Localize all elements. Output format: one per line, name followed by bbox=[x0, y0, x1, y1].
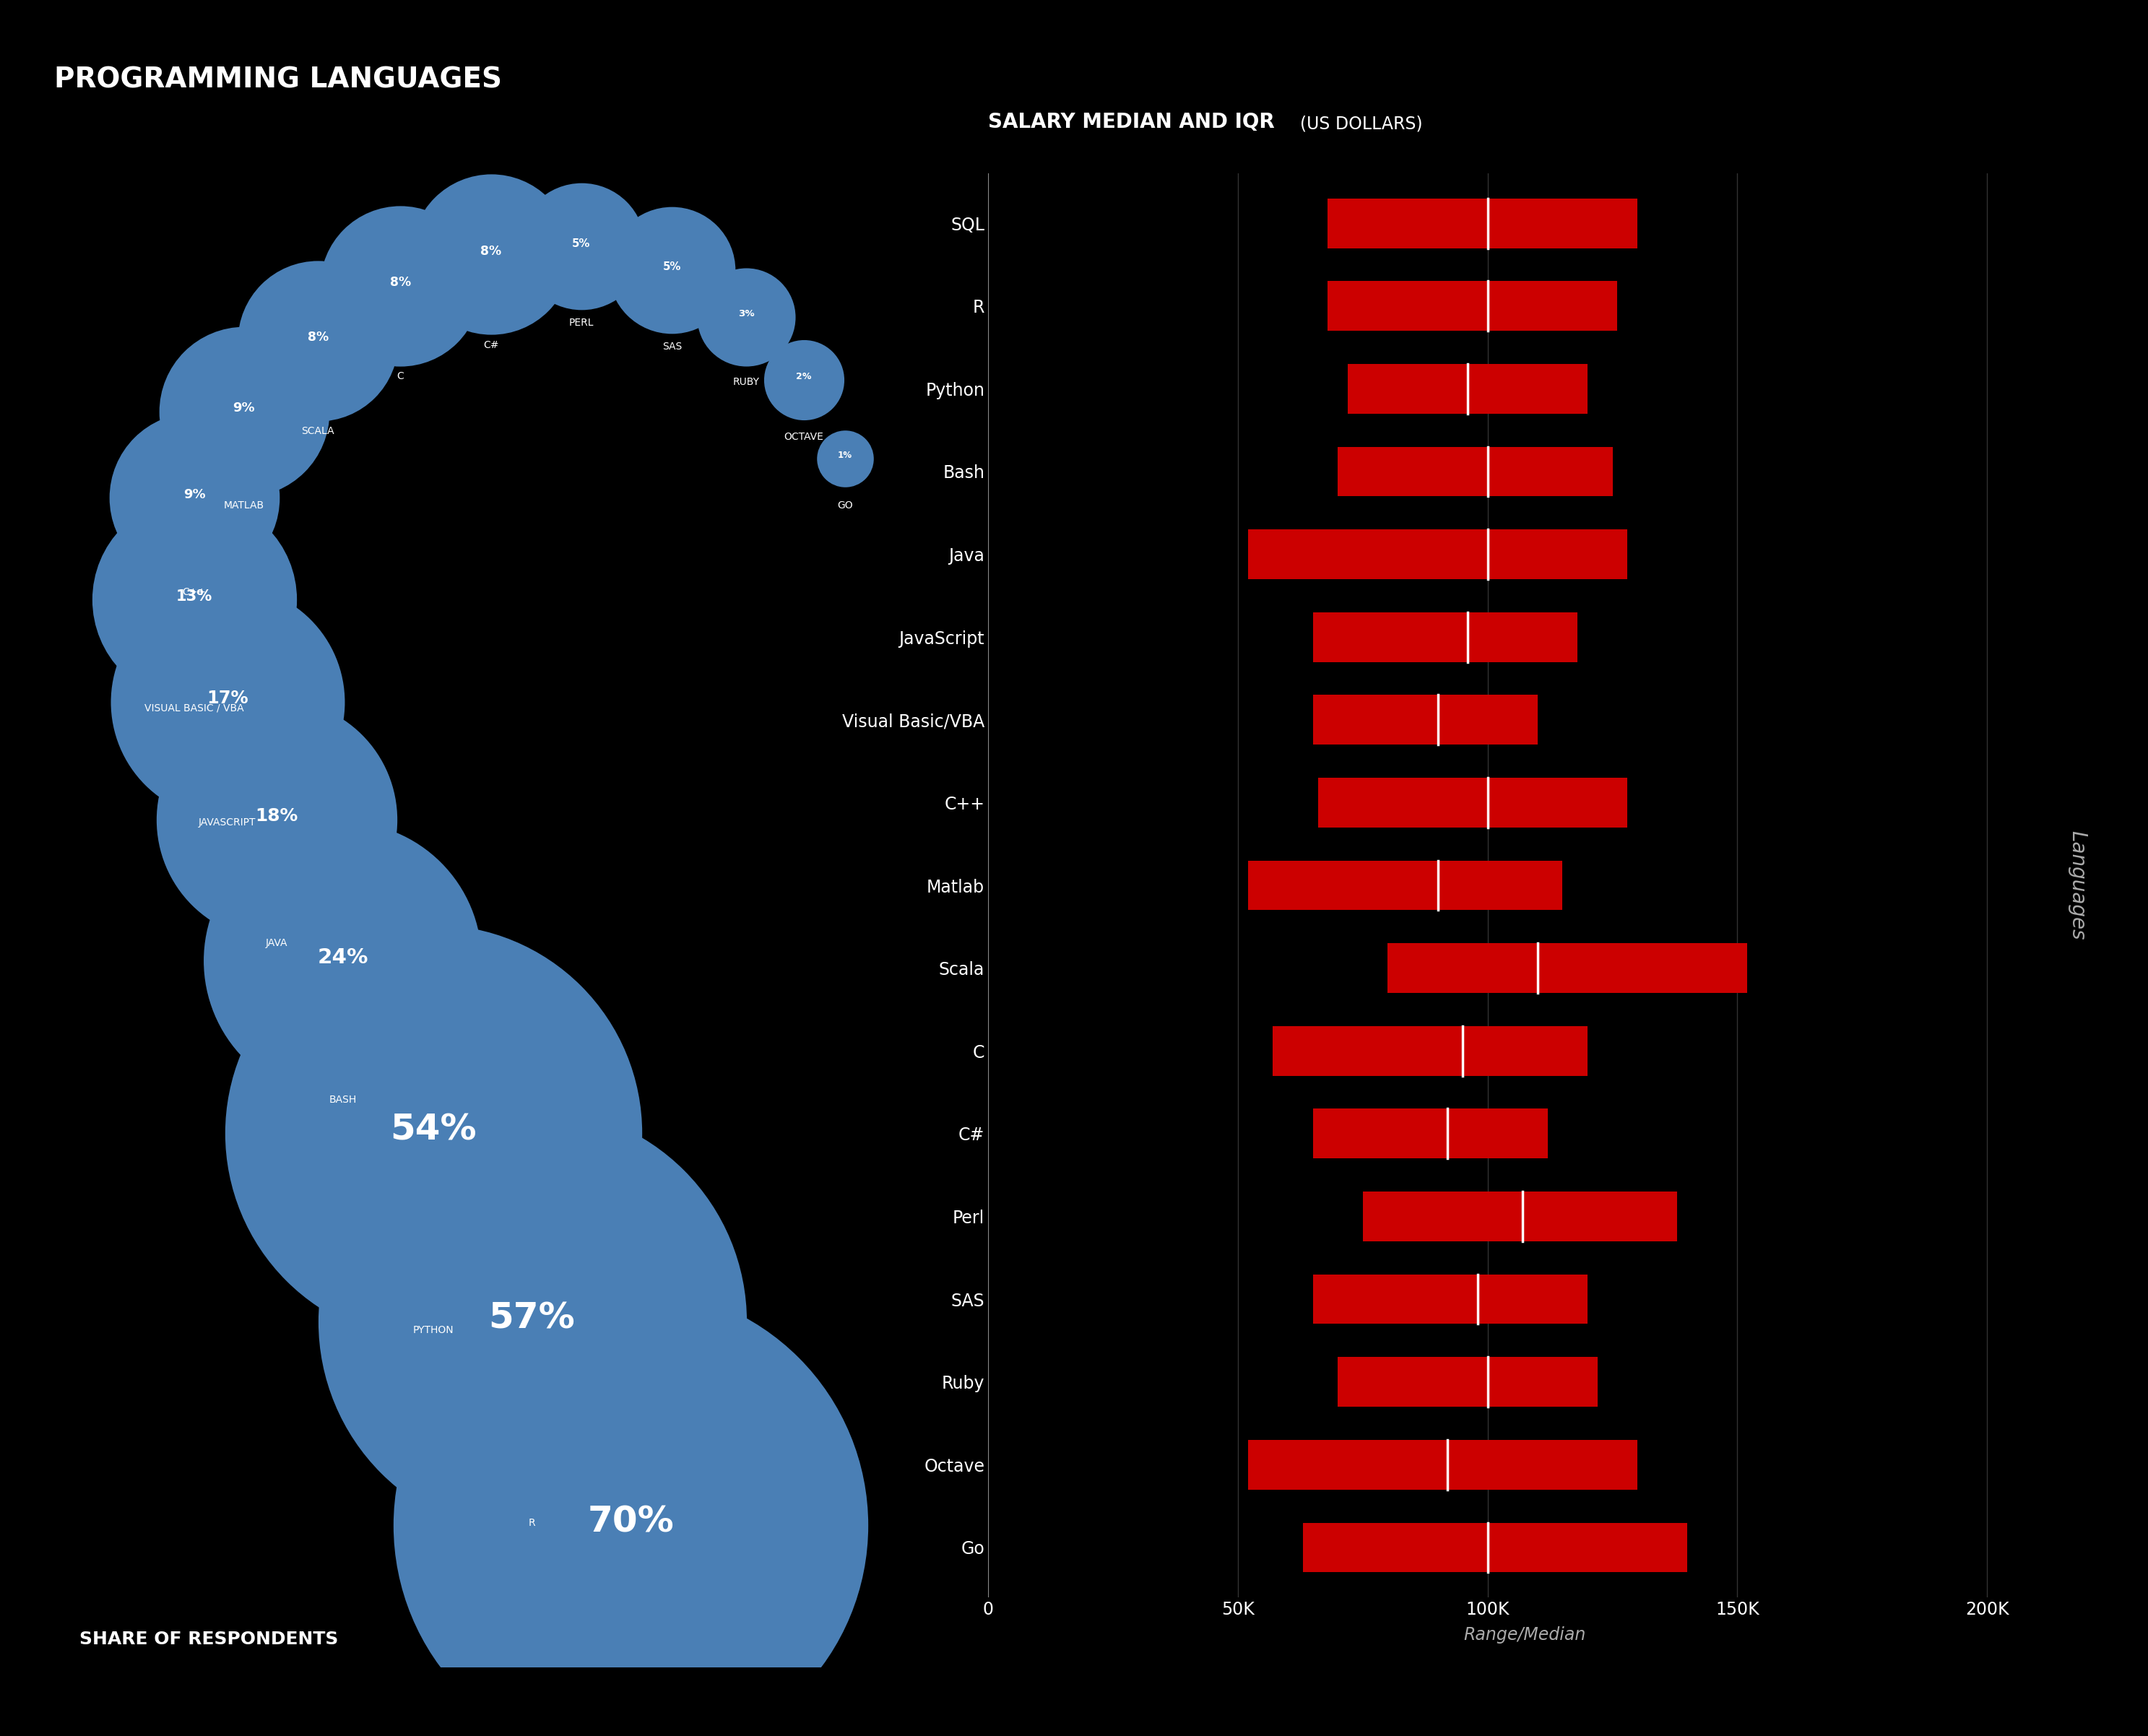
Point bbox=[260, 806, 294, 833]
Text: SALARY MEDIAN AND IQR: SALARY MEDIAN AND IQR bbox=[988, 113, 1282, 132]
Point bbox=[614, 1512, 649, 1540]
Text: GO: GO bbox=[838, 500, 853, 510]
Point bbox=[655, 257, 690, 285]
Text: C: C bbox=[397, 372, 404, 382]
Point bbox=[827, 444, 861, 472]
Bar bbox=[1312, 694, 1538, 745]
Y-axis label: Languages: Languages bbox=[2066, 830, 2088, 941]
Bar bbox=[1362, 1191, 1678, 1241]
Text: PROGRAMMING LANGUAGES: PROGRAMMING LANGUAGES bbox=[54, 66, 503, 94]
Text: 70%: 70% bbox=[589, 1505, 674, 1540]
Point bbox=[226, 398, 262, 425]
Text: 3%: 3% bbox=[739, 309, 754, 319]
Text: 8%: 8% bbox=[307, 332, 329, 344]
Text: 24%: 24% bbox=[318, 948, 367, 967]
Point bbox=[382, 273, 417, 300]
Text: 2%: 2% bbox=[797, 372, 812, 382]
Point bbox=[786, 366, 821, 394]
Point bbox=[176, 484, 211, 512]
Text: PERL: PERL bbox=[569, 318, 593, 328]
Point bbox=[516, 1307, 550, 1335]
Text: 8%: 8% bbox=[389, 276, 410, 290]
Text: 5%: 5% bbox=[664, 262, 681, 273]
Point bbox=[301, 326, 335, 354]
Text: 8%: 8% bbox=[481, 245, 500, 257]
Point bbox=[417, 1120, 451, 1147]
Text: SCALA: SCALA bbox=[301, 425, 335, 436]
Bar bbox=[1317, 778, 1628, 828]
Bar bbox=[1327, 281, 1617, 332]
Bar bbox=[1388, 943, 1746, 993]
Text: JAVASCRIPT: JAVASCRIPT bbox=[198, 818, 256, 828]
Text: 5%: 5% bbox=[571, 238, 591, 248]
Text: 9%: 9% bbox=[232, 401, 256, 415]
Text: 18%: 18% bbox=[256, 807, 299, 825]
Text: 1%: 1% bbox=[838, 451, 853, 460]
Text: MATLAB: MATLAB bbox=[223, 500, 264, 510]
Text: PYTHON: PYTHON bbox=[412, 1325, 453, 1335]
Point bbox=[565, 233, 599, 260]
Text: OCTAVE: OCTAVE bbox=[784, 432, 823, 443]
Text: BASH: BASH bbox=[329, 1095, 357, 1104]
Text: (US DOLLARS): (US DOLLARS) bbox=[1300, 115, 1422, 132]
Bar bbox=[1312, 613, 1577, 661]
Bar bbox=[1312, 1274, 1587, 1325]
Bar bbox=[1248, 861, 1562, 910]
Point bbox=[176, 585, 211, 613]
Text: C#: C# bbox=[483, 340, 498, 351]
Bar bbox=[1347, 365, 1587, 413]
Text: JAVA: JAVA bbox=[266, 937, 288, 948]
Bar bbox=[1338, 446, 1613, 496]
Text: VISUAL BASIC / VBA: VISUAL BASIC / VBA bbox=[144, 703, 245, 713]
Point bbox=[728, 304, 763, 332]
Text: SAS: SAS bbox=[662, 342, 681, 352]
Text: 9%: 9% bbox=[183, 488, 206, 502]
Text: 54%: 54% bbox=[391, 1113, 477, 1147]
Bar bbox=[1338, 1358, 1598, 1406]
Bar bbox=[1304, 1522, 1688, 1573]
Text: 13%: 13% bbox=[176, 589, 213, 604]
Bar bbox=[1327, 198, 1637, 248]
Bar bbox=[1248, 1439, 1637, 1489]
X-axis label: Range/Median: Range/Median bbox=[1465, 1627, 1585, 1644]
Text: C++: C++ bbox=[183, 587, 206, 597]
Text: 17%: 17% bbox=[206, 689, 249, 707]
Point bbox=[473, 241, 507, 269]
Text: R: R bbox=[528, 1517, 535, 1528]
Text: RUBY: RUBY bbox=[732, 377, 760, 387]
Point bbox=[211, 687, 245, 715]
Bar bbox=[1274, 1026, 1587, 1076]
Text: 57%: 57% bbox=[490, 1300, 576, 1335]
Bar bbox=[1248, 529, 1628, 580]
Text: SHARE OF RESPONDENTS: SHARE OF RESPONDENTS bbox=[79, 1630, 337, 1647]
Point bbox=[324, 946, 359, 974]
Bar bbox=[1312, 1109, 1547, 1158]
